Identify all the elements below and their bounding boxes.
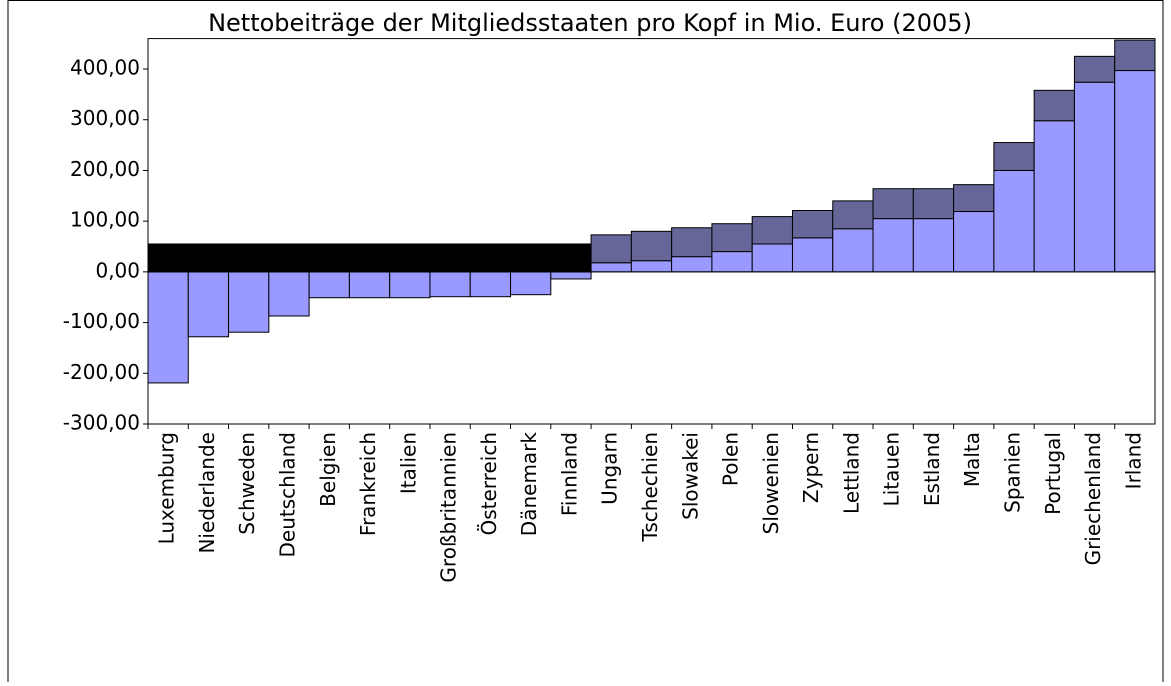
bar <box>953 184 995 213</box>
bar <box>308 243 350 273</box>
x-tick-label: Polen <box>719 432 743 486</box>
x-tick-label: Litauen <box>880 432 904 506</box>
bar <box>308 271 350 299</box>
bar <box>953 211 995 273</box>
bar <box>550 271 592 280</box>
bar <box>1033 120 1075 273</box>
bar <box>228 243 270 273</box>
bar <box>1033 89 1075 122</box>
x-tick-label: Luxemburg <box>155 432 179 544</box>
bar <box>187 271 230 338</box>
bar <box>872 188 914 220</box>
bar <box>993 142 1035 171</box>
x-tick-label: Deutschland <box>275 432 299 558</box>
bar <box>832 228 874 273</box>
x-tick-label: Großbritannien <box>437 432 461 583</box>
bar <box>630 260 673 273</box>
y-tick-label: 100,00 <box>70 208 140 232</box>
bar <box>671 256 713 273</box>
x-tick-label: Spanien <box>1001 432 1025 513</box>
bar <box>147 271 189 384</box>
y-tick-label: 300,00 <box>70 106 140 130</box>
x-tick-label: Tschechien <box>638 432 662 543</box>
bar <box>510 243 552 273</box>
x-tick-label: Österreich <box>477 432 501 536</box>
bar <box>469 271 512 298</box>
bar <box>912 218 955 273</box>
x-tick-label: Portugal <box>1041 432 1065 515</box>
bar <box>791 210 834 239</box>
x-tick-label: Irland <box>1121 432 1145 489</box>
bar <box>1073 81 1116 273</box>
x-tick-label: Zypern <box>799 432 823 503</box>
bar <box>590 262 632 273</box>
bar <box>1114 39 1156 72</box>
x-tick-label: Dänemark <box>517 432 541 537</box>
x-tick-label: Frankreich <box>356 432 380 536</box>
x-tick-label: Finnland <box>557 432 581 516</box>
plot-frame <box>147 38 1156 425</box>
chart-title: Nettobeiträge der Mitgliedsstaaten pro K… <box>208 9 972 37</box>
bar <box>510 271 552 296</box>
x-tick-label: Malta <box>960 432 984 487</box>
bar <box>389 271 431 299</box>
bar <box>630 230 673 262</box>
bar <box>751 243 793 273</box>
bar <box>872 218 914 273</box>
bar <box>832 200 874 230</box>
bar <box>550 243 592 273</box>
y-tick-label: -200,00 <box>63 360 140 384</box>
chart-frame <box>7 0 1164 686</box>
bar <box>268 271 310 317</box>
y-tick-label: -100,00 <box>63 309 140 333</box>
y-tick-label: 200,00 <box>70 157 140 181</box>
bar <box>791 237 834 273</box>
y-tick-label: -300,00 <box>63 411 140 435</box>
bar <box>348 243 391 273</box>
y-tick-label: 400,00 <box>70 56 140 80</box>
x-tick-label: Estland <box>920 432 944 506</box>
bar <box>228 271 270 333</box>
bar <box>268 243 310 273</box>
x-tick-label: Niederlande <box>195 432 219 554</box>
bar <box>469 243 512 273</box>
bar <box>348 271 391 299</box>
bar <box>187 243 230 273</box>
bar <box>1073 55 1116 83</box>
x-tick-label: Griechenland <box>1081 432 1105 565</box>
bar <box>711 251 753 273</box>
x-tick-label: Italien <box>396 432 420 494</box>
bar <box>147 243 189 273</box>
bar <box>751 216 793 245</box>
x-tick-label: Belgien <box>316 432 340 507</box>
bar <box>993 169 1035 273</box>
x-tick-label: Ungarn <box>598 432 622 505</box>
bar <box>429 271 471 298</box>
x-tick-label: Slowakei <box>678 432 702 520</box>
bar <box>429 243 471 273</box>
bar <box>912 188 955 220</box>
x-tick-label: Schweden <box>235 432 259 535</box>
bar <box>1114 70 1156 273</box>
bar <box>590 234 632 264</box>
bar <box>711 223 753 253</box>
bar <box>389 243 431 273</box>
y-tick-label: 0,00 <box>95 258 140 282</box>
x-tick-label: Slowenien <box>759 432 783 534</box>
x-tick-label: Lettland <box>839 432 863 514</box>
bar <box>671 227 713 258</box>
